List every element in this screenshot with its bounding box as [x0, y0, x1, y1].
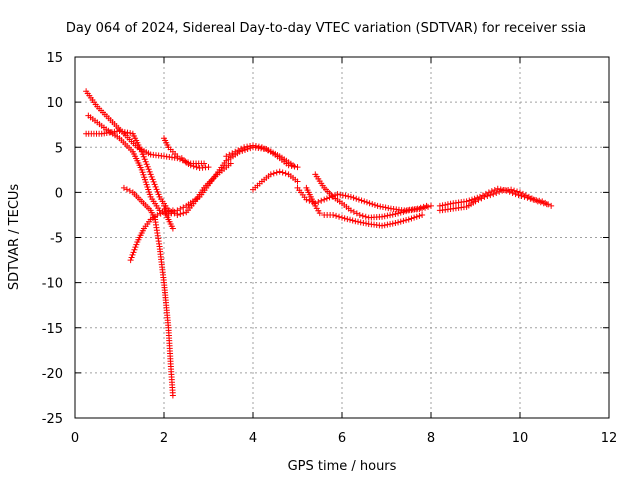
data-point-run — [382, 221, 396, 229]
data-point — [121, 185, 127, 191]
data-point-run — [377, 203, 391, 211]
data-point-run — [440, 206, 454, 213]
y-axis-label: SDTVAR / TECUs — [7, 184, 22, 291]
data-point — [481, 194, 487, 200]
data-point-run — [440, 201, 454, 209]
chart-title: Day 064 of 2024, Sidereal Day-to-day VTE… — [66, 21, 586, 36]
data-point-run — [342, 215, 356, 223]
data-point-run — [85, 90, 99, 107]
y-tick-label: -10 — [42, 277, 63, 292]
data-point — [375, 203, 381, 209]
y-tick-label: 15 — [46, 51, 63, 66]
data-point-run — [198, 178, 214, 198]
data-point-run — [162, 137, 170, 148]
series-arc-2 — [83, 128, 234, 218]
data-point — [339, 215, 345, 221]
data-point — [206, 164, 212, 170]
data-point — [392, 220, 398, 226]
data-point-run — [337, 192, 351, 200]
x-tick-label: 10 — [512, 431, 529, 446]
x-tick-label: 12 — [601, 431, 618, 446]
data-point-run — [177, 210, 186, 217]
data-point-run — [305, 187, 313, 198]
data-point-run — [217, 162, 232, 175]
chart: Day 064 of 2024, Sidereal Day-to-day VTE… — [0, 0, 640, 480]
data-point-run — [333, 213, 342, 220]
series-arc-9 — [250, 169, 301, 193]
data-point-run — [212, 160, 228, 180]
data-point — [277, 169, 283, 175]
data-point-run — [382, 212, 396, 220]
y-tick-label: 0 — [55, 186, 63, 201]
series-arc-13 — [437, 186, 554, 209]
grid-layer — [75, 57, 609, 418]
data-point-run — [309, 196, 317, 207]
data-point-run — [368, 221, 382, 228]
data-point-run — [252, 181, 262, 191]
data-point — [352, 218, 358, 224]
data-point-run — [157, 246, 167, 283]
data-point-run — [364, 199, 378, 208]
y-tick-label: -20 — [42, 367, 63, 382]
x-tick-label: 2 — [160, 431, 168, 446]
y-tick-label: 10 — [46, 96, 63, 111]
data-point — [379, 214, 385, 220]
data-layer — [83, 88, 554, 398]
data-point — [330, 212, 336, 218]
data-point — [361, 198, 367, 204]
data-point-run — [360, 213, 369, 220]
x-tick-label: 6 — [338, 431, 346, 446]
data-point-run — [453, 199, 467, 206]
data-point — [419, 212, 425, 218]
data-point-run — [166, 327, 174, 364]
data-point-run — [161, 282, 171, 328]
data-point — [379, 223, 385, 229]
data-point — [357, 212, 363, 218]
data-point-run — [280, 170, 289, 177]
y-tick-label: -5 — [50, 232, 63, 247]
y-tick-label: -15 — [42, 322, 63, 337]
tick-layer: 0 2 4 6 8 10 12 15 10 5 0 -5 -10 -15 -20 -25 — [42, 51, 618, 446]
x-axis-label: GPS time / hours — [288, 459, 397, 474]
x-tick-label: 4 — [249, 431, 257, 446]
data-point-run — [408, 213, 422, 222]
data-point-run — [149, 174, 162, 198]
data-point-run — [168, 363, 176, 395]
series-arc-10 — [303, 185, 425, 229]
data-point-run — [96, 106, 112, 122]
x-tick-label: 8 — [427, 431, 435, 446]
data-point — [201, 160, 207, 166]
data-point — [170, 392, 176, 398]
data-point-run — [351, 195, 365, 204]
y-tick-label: -25 — [42, 412, 63, 427]
data-point-run — [395, 217, 409, 225]
data-point-run — [153, 219, 163, 247]
series-arc-7 — [161, 203, 176, 232]
data-point — [170, 207, 176, 213]
x-tick-label: 0 — [71, 431, 79, 446]
y-tick-label: 5 — [55, 141, 63, 156]
data-point-run — [271, 170, 280, 177]
data-point — [406, 216, 412, 222]
data-point — [321, 197, 327, 203]
data-point-run — [453, 204, 467, 211]
data-point-run — [150, 152, 164, 159]
data-point — [348, 194, 354, 200]
data-point-run — [355, 219, 369, 227]
